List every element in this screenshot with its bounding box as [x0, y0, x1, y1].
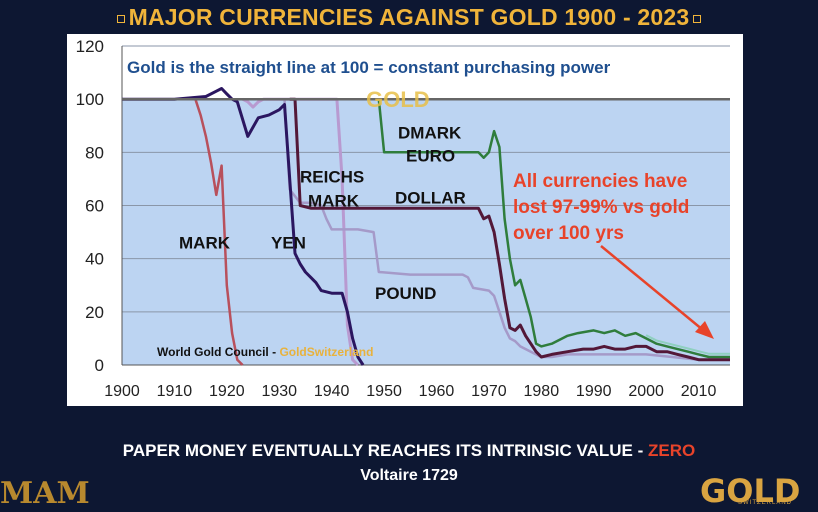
source-prefix: World Gold Council -	[157, 345, 279, 359]
annotation-arrow	[600, 245, 714, 339]
y-tick-label: 80	[85, 143, 104, 162]
y-axis-tick-labels: 0 20 40 60 80 100 120	[76, 37, 104, 375]
chart-title-text: MAJOR CURRENCIES AGAINST GOLD 1900 - 202…	[128, 4, 690, 30]
chart-panel: 0 20 40 60 80 100 120 1900 1910 1920 1930 1940 1950…	[67, 34, 743, 406]
mam-logo: MAM	[0, 476, 90, 511]
series-label-gold: GOLD	[366, 87, 430, 112]
chart-subtitle: Gold is the straight line at 100 = const…	[127, 58, 611, 77]
goldswitzerland-logo: GOLD	[700, 472, 801, 510]
x-tick-label: 1960	[419, 383, 455, 400]
x-tick-label: 1990	[576, 383, 612, 400]
source-credit: World Gold Council - GoldSwitzerland	[157, 345, 373, 359]
series-line-euro-highlight	[645, 334, 730, 355]
x-tick-label: 1970	[471, 383, 507, 400]
series-lines	[122, 87, 730, 367]
x-tick-label: 1900	[104, 383, 140, 400]
y-tick-label: 40	[85, 250, 104, 269]
series-label-reichsmark-line1: REICHS	[300, 167, 364, 186]
annotation-line: lost 97-99% vs gold	[513, 197, 689, 218]
series-label-euro: EURO	[406, 146, 455, 165]
x-tick-label: 1920	[209, 383, 245, 400]
series-label-yen: YEN	[271, 234, 306, 253]
x-axis-tick-labels: 1900 1910 1920 1930 1940 1950 1960 1970 1980 1990…	[104, 383, 716, 400]
title-bullet-left	[116, 14, 125, 23]
y-tick-label: 60	[85, 197, 104, 216]
x-tick-label: 2000	[628, 383, 664, 400]
series-label-pound: POUND	[375, 284, 436, 303]
y-tick-label: 100	[76, 90, 104, 109]
footer-quote-text: PAPER MONEY EVENTUALLY REACHES ITS INTRI…	[122, 441, 648, 460]
arrow-shaft	[600, 245, 704, 331]
chart-svg: 0 20 40 60 80 100 120 1900 1910 1920 1930 1940 1950…	[76, 37, 730, 400]
arrow-head	[695, 321, 714, 339]
series-label-dollar: DOLLAR	[395, 189, 466, 208]
annotation-lost-value: All currencies have lost 97-99% vs gold ov…	[513, 171, 689, 244]
series-line-dmark-euro	[373, 97, 730, 359]
annotation-line: All currencies have	[513, 171, 687, 192]
x-tick-label: 1910	[157, 383, 193, 400]
annotation-line: over 100 yrs	[513, 223, 624, 244]
series-label-dmark: DMARK	[398, 123, 462, 142]
x-tick-label: 1980	[524, 383, 560, 400]
series-line-dollar	[289, 97, 730, 362]
source-highlight: GoldSwitzerland	[279, 345, 373, 359]
footer-quote: PAPER MONEY EVENTUALLY REACHES ITS INTRI…	[0, 441, 818, 461]
x-tick-label: 1940	[314, 383, 350, 400]
x-tick-label: 2010	[681, 383, 717, 400]
x-tick-label: 1930	[261, 383, 297, 400]
footer-quote-zero: ZERO	[647, 441, 696, 460]
series-line-yen	[122, 87, 365, 366]
y-tick-label: 120	[76, 37, 104, 56]
y-tick-label: 0	[95, 356, 104, 375]
chart-title: MAJOR CURRENCIES AGAINST GOLD 1900 - 202…	[0, 4, 818, 31]
series-label-mark: MARK	[179, 234, 231, 253]
goldswitzerland-logo-sub: SWITZERLAND	[738, 500, 793, 506]
series-line-pound	[279, 97, 730, 361]
series-labels: GOLD MARK YEN REICHS MARK DMARK EURO DOLLAR POUN…	[179, 87, 466, 303]
x-tick-label: 1950	[366, 383, 402, 400]
footer-author: Voltaire 1729	[360, 467, 458, 484]
title-bullet-right	[693, 14, 702, 23]
series-label-reichsmark-line2: MARK	[308, 191, 360, 210]
y-tick-label: 20	[85, 303, 104, 322]
